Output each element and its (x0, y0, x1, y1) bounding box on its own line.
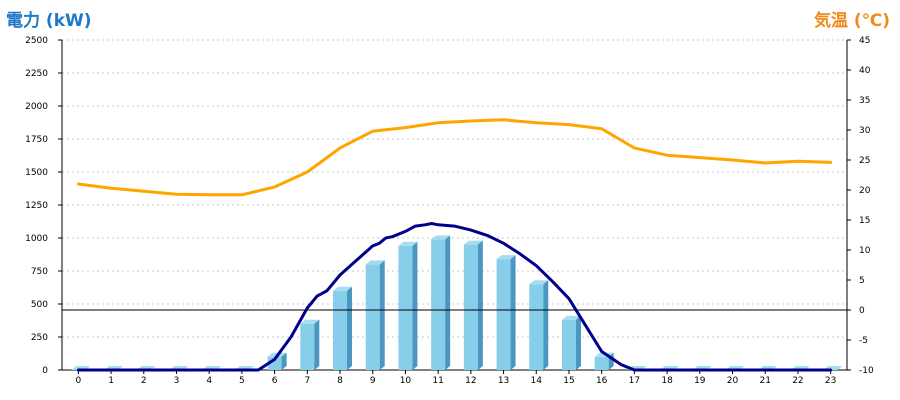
bar-front (431, 239, 446, 370)
left-tick-label: 1000 (25, 234, 48, 244)
x-tick-label: 2 (141, 376, 147, 386)
x-tick-label: 9 (370, 376, 376, 386)
right-tick-label: 25 (859, 156, 870, 166)
right-tick-label: 20 (859, 186, 871, 196)
right-tick-label: 0 (859, 306, 865, 316)
right-axis-title: 気温 (℃) (813, 11, 890, 31)
bar-top (398, 241, 418, 246)
bar (594, 352, 614, 370)
right-tick-label: 40 (859, 66, 871, 76)
bar (463, 240, 483, 370)
bar-side (445, 235, 451, 370)
x-tick-label: 8 (337, 376, 343, 386)
bar-front (333, 290, 348, 370)
bar (333, 286, 353, 370)
right-tick-label: 5 (859, 276, 865, 286)
right-tick-label: 15 (859, 216, 870, 226)
x-tick-label: 13 (498, 376, 509, 386)
bar-front (398, 245, 413, 370)
bar-side (477, 240, 483, 370)
bar (529, 280, 549, 370)
left-tick-label: 2500 (25, 36, 48, 46)
bar-front (365, 264, 380, 370)
x-tick-label: 4 (206, 376, 212, 386)
x-tick-label: 21 (760, 376, 771, 386)
bar-side (543, 280, 549, 370)
right-tick-label: 35 (859, 96, 870, 106)
x-tick-label: 19 (694, 376, 706, 386)
right-tick-label: 30 (859, 126, 871, 136)
left-tick-label: 2250 (25, 69, 48, 79)
left-tick-label: 750 (31, 267, 48, 277)
x-tick-label: 11 (432, 376, 443, 386)
bar-front (463, 244, 478, 370)
bar-top (529, 280, 549, 285)
x-tick-label: 1 (108, 376, 114, 386)
left-tick-label: 500 (31, 300, 48, 310)
x-tick-label: 14 (531, 376, 543, 386)
bar-front (529, 284, 544, 370)
right-tick-label: 45 (859, 36, 870, 46)
x-tick-label: 15 (563, 376, 574, 386)
right-tick-label: -5 (859, 336, 868, 346)
x-tick-label: 17 (629, 376, 640, 386)
bar (365, 260, 385, 370)
left-tick-label: 250 (31, 333, 48, 343)
x-tick-label: 3 (174, 376, 180, 386)
bar-top (496, 255, 516, 260)
x-tick-label: 22 (792, 376, 803, 386)
bar-side (347, 286, 353, 370)
bar-side (314, 319, 320, 370)
bar (398, 241, 418, 370)
bar-side (412, 241, 418, 370)
left-tick-label: 2000 (25, 102, 48, 112)
bar-top (333, 286, 353, 291)
bar-front (300, 323, 315, 370)
x-tick-label: 12 (465, 376, 476, 386)
x-tick-label: 5 (239, 376, 245, 386)
bar-side (575, 315, 581, 370)
x-tick-label: 18 (661, 376, 673, 386)
x-tick-label: 7 (304, 376, 310, 386)
bar-top (365, 260, 385, 265)
temperature-line (76, 118, 833, 197)
bar-front (561, 319, 576, 370)
bar-front (594, 356, 609, 370)
bar-side (379, 260, 385, 370)
bar (431, 235, 451, 370)
x-tick-label: 0 (75, 376, 81, 386)
bar-front (496, 259, 511, 370)
left-tick-label: 1750 (25, 135, 48, 145)
left-tick-label: 0 (42, 366, 48, 376)
bar-top (561, 315, 581, 320)
x-tick-label: 16 (596, 376, 608, 386)
x-tick-label: 10 (400, 376, 412, 386)
bar-top (300, 319, 320, 324)
bar-side (281, 352, 287, 370)
left-tick-label: 1500 (25, 168, 48, 178)
left-tick-label: 1250 (25, 201, 48, 211)
power-line (76, 222, 833, 372)
bar-top (463, 240, 483, 245)
x-tick-label: 20 (727, 376, 739, 386)
x-tick-label: 23 (825, 376, 836, 386)
right-tick-label: 10 (859, 246, 871, 256)
bar (496, 255, 516, 370)
left-axis-title: 電力 (kW) (6, 11, 92, 31)
bar-top (431, 235, 451, 240)
bar (561, 315, 581, 370)
right-tick-label: -10 (859, 366, 874, 376)
bar-side (510, 255, 516, 370)
x-tick-label: 6 (272, 376, 278, 386)
bar (300, 319, 320, 370)
